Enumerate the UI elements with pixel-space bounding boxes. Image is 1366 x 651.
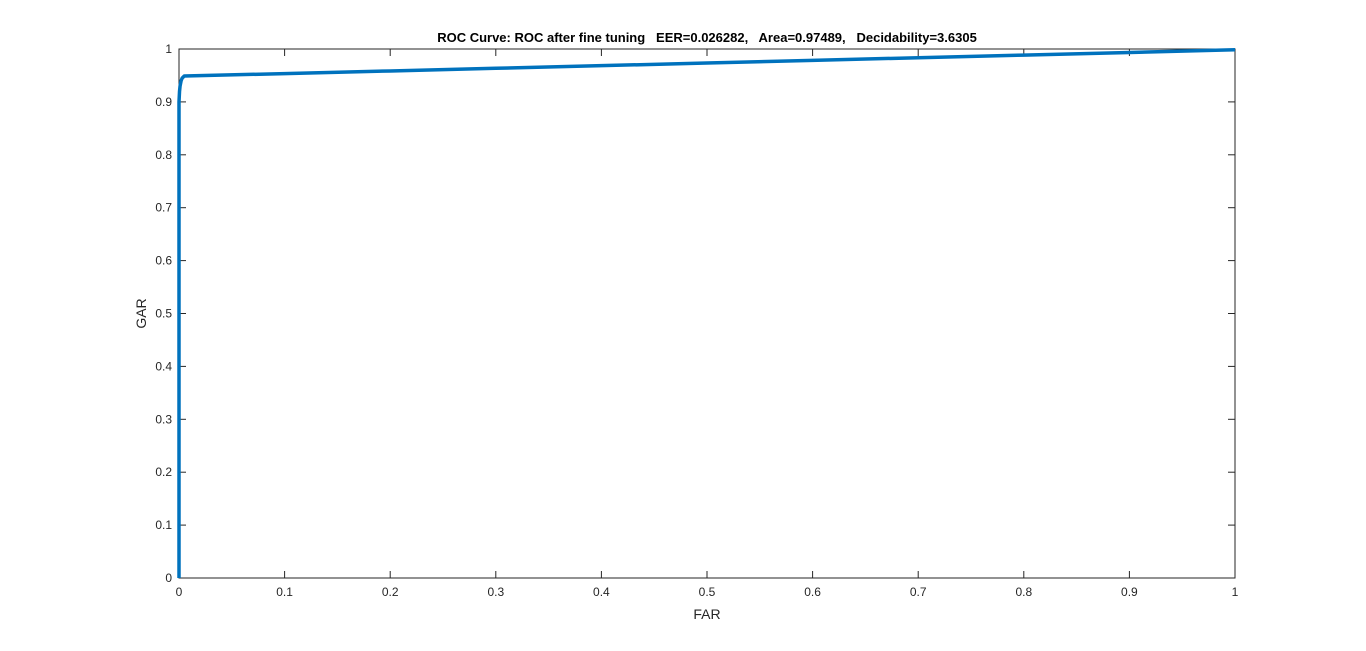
series-layer — [177, 48, 1236, 578]
x-tick-label: 0.5 — [699, 585, 716, 599]
plot-area: 0 0.1 0.2 0.3 0.4 0.5 0.6 0.7 0.8 0.9 1 0 0.1 0.2 0.3… — [155, 42, 1238, 599]
x-tick-label: 0.6 — [804, 585, 821, 599]
x-tick-label: 0.3 — [487, 585, 504, 599]
y-tick-label: 0.8 — [155, 148, 172, 162]
y-tick-label: 0.5 — [155, 307, 172, 321]
axes-box — [178, 48, 1236, 579]
x-tick-label: 0.4 — [593, 585, 610, 599]
y-tick-label: 0.2 — [155, 465, 172, 479]
y-tick-label: 0.3 — [155, 412, 172, 426]
y-tick-label: 0.9 — [155, 95, 172, 109]
x-tick-label: 0.1 — [276, 585, 293, 599]
x-tick-label: 0.2 — [382, 585, 399, 599]
x-tick-label: 1 — [1232, 585, 1239, 599]
x-tick-label: 0.8 — [1015, 585, 1032, 599]
y-axis-label: GAR — [133, 298, 149, 328]
y-tick-label: 0.7 — [155, 201, 172, 215]
y-tick-label: 1 — [165, 42, 172, 56]
y-tick-label: 0 — [165, 571, 172, 585]
x-tick-label: 0.7 — [910, 585, 927, 599]
roc-curve-line — [177, 48, 1236, 578]
y-tick-label: 0.1 — [155, 518, 172, 532]
chart-title: ROC Curve: ROC after fine tuning EER=0.0… — [437, 30, 977, 45]
y-axis: 0 0.1 0.2 0.3 0.4 0.5 0.6 0.7 0.8 0.9 1 — [155, 42, 1235, 585]
y-tick-label: 0.6 — [155, 254, 172, 268]
y-tick-label: 0.4 — [155, 359, 172, 373]
x-tick-label: 0.9 — [1121, 585, 1138, 599]
x-axis-label: FAR — [693, 606, 720, 622]
x-tick-label: 0 — [176, 585, 183, 599]
x-axis: 0 0.1 0.2 0.3 0.4 0.5 0.6 0.7 0.8 0.9 1 — [176, 49, 1239, 599]
